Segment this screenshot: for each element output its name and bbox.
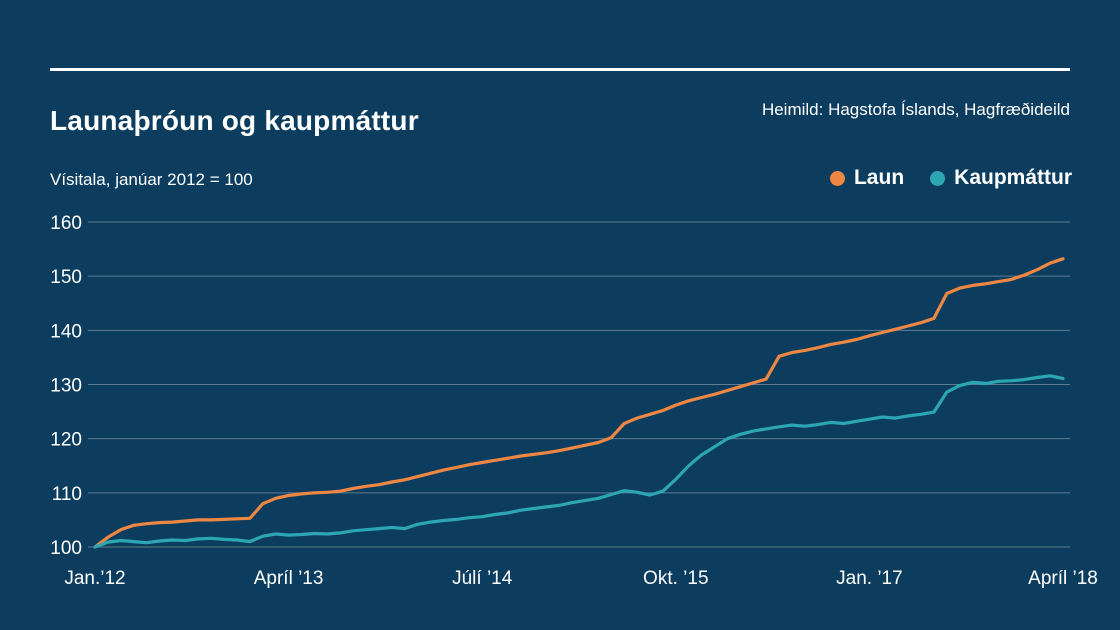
series-line-laun xyxy=(93,257,1065,549)
y-tick-label: 150 xyxy=(50,267,82,288)
legend-label-kaupmattur: Kaupmáttur xyxy=(954,166,1072,189)
x-tick-label: Okt. ’15 xyxy=(643,568,708,589)
y-tick-label: 140 xyxy=(50,321,82,342)
x-tick-label: Apríl ’13 xyxy=(254,568,324,589)
chart-subtitle: Vísitala, janúar 2012 = 100 xyxy=(50,170,253,189)
y-tick-label: 130 xyxy=(50,376,82,397)
x-tick-label: Jan. ’17 xyxy=(836,568,903,589)
legend-item-laun: Laun xyxy=(829,166,905,190)
page-title: Launaþróun og kaupmáttur xyxy=(50,104,419,136)
series-line-kaupmáttur xyxy=(93,374,1065,549)
legend-label-laun: Laun xyxy=(853,166,905,189)
laun-dot-icon xyxy=(829,170,845,186)
x-tick-label: Júlí ’14 xyxy=(452,568,513,589)
y-tick-label: 100 xyxy=(50,538,82,559)
y-tick-label: 160 xyxy=(50,213,82,234)
x-tick-label: Apríl ’18 xyxy=(1028,568,1098,589)
source-attribution: Heimild: Hagstofa Íslands, Hagfræðideild xyxy=(761,100,1070,119)
x-tick-label: Jan.’12 xyxy=(64,568,125,589)
legend-item-kaupmattur: Kaupmáttur xyxy=(930,166,1072,190)
y-tick-label: 110 xyxy=(52,484,82,505)
line-chart: 100 110 120 130 140 150 160 Jan.’12 Apríl ’13 Júl… xyxy=(50,213,1098,589)
y-tick-label: 120 xyxy=(50,430,82,451)
legend: Laun Kaupmáttur xyxy=(829,166,1072,190)
kaupmattur-dot-icon xyxy=(930,170,946,186)
title-rule xyxy=(50,68,1070,71)
